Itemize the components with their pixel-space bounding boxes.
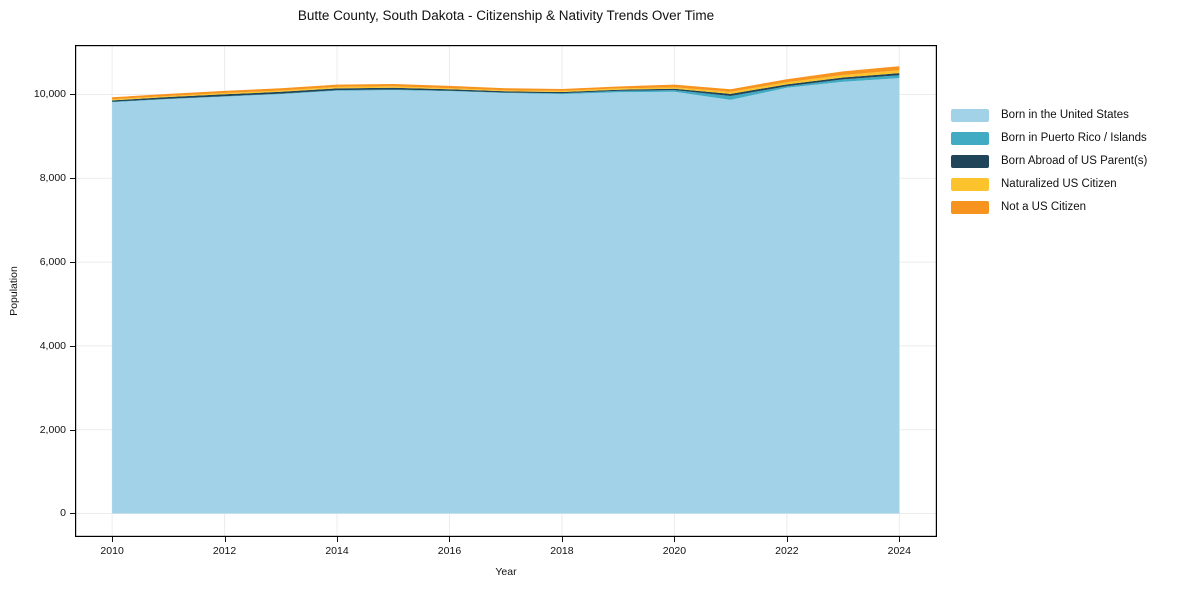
legend-label: Born Abroad of US Parent(s) bbox=[1001, 155, 1148, 167]
legend-swatch bbox=[951, 109, 989, 122]
plot-area bbox=[75, 45, 937, 537]
x-tick-mark bbox=[224, 537, 226, 542]
legend-item: Not a US Citizen bbox=[951, 201, 1147, 214]
legend-label: Born in the United States bbox=[1001, 109, 1129, 121]
chart-title: Butte County, South Dakota - Citizenship… bbox=[297, 8, 715, 23]
legend-label: Not a US Citizen bbox=[1001, 201, 1087, 213]
x-tick-mark bbox=[337, 537, 339, 542]
y-axis-label: Population bbox=[8, 266, 20, 316]
y-tick-label: 0 bbox=[60, 507, 66, 520]
plot-frame bbox=[75, 45, 937, 537]
x-tick-mark bbox=[112, 537, 114, 542]
x-tick-label: 2018 bbox=[550, 545, 574, 557]
y-tick-mark bbox=[70, 262, 75, 264]
legend-item: Born in the United States bbox=[951, 109, 1147, 122]
legend-item: Naturalized US Citizen bbox=[951, 178, 1147, 191]
x-tick-mark bbox=[786, 537, 788, 542]
legend: Born in the United States Born in Puerto … bbox=[951, 109, 1147, 224]
x-tick-label: 2012 bbox=[212, 545, 237, 557]
x-axis-label: Year bbox=[495, 566, 517, 578]
legend-swatch bbox=[951, 201, 989, 214]
x-tick-label: 2022 bbox=[775, 545, 799, 557]
legend-item: Born in Puerto Rico / Islands bbox=[951, 132, 1147, 145]
x-tick-label: 2016 bbox=[437, 545, 462, 557]
y-tick-mark bbox=[70, 345, 75, 347]
y-tick-mark bbox=[70, 513, 75, 515]
y-tick-mark bbox=[70, 429, 75, 431]
x-tick-label: 2010 bbox=[100, 545, 124, 557]
y-tick-label: 4,000 bbox=[39, 339, 66, 352]
x-tick-label: 2024 bbox=[887, 545, 911, 557]
x-tick-mark bbox=[449, 537, 451, 542]
y-tick-label: 8,000 bbox=[39, 172, 66, 185]
legend-swatch bbox=[951, 178, 989, 191]
x-tick-mark bbox=[674, 537, 676, 542]
legend-label: Born in Puerto Rico / Islands bbox=[1001, 132, 1147, 144]
y-tick-label: 10,000 bbox=[33, 88, 66, 101]
area-series bbox=[112, 78, 900, 514]
x-tick-label: 2014 bbox=[325, 545, 349, 557]
x-tick-mark bbox=[561, 537, 563, 542]
legend-swatch bbox=[951, 132, 989, 145]
x-tick-mark bbox=[899, 537, 901, 542]
y-tick-mark bbox=[70, 94, 75, 96]
area-series bbox=[112, 75, 900, 103]
y-tick-mark bbox=[70, 178, 75, 180]
legend-label: Naturalized US Citizen bbox=[1001, 178, 1117, 190]
y-tick-label: 2,000 bbox=[39, 423, 66, 436]
y-tick-label: 6,000 bbox=[39, 256, 66, 269]
x-tick-label: 2020 bbox=[662, 545, 687, 557]
legend-swatch bbox=[951, 155, 989, 168]
legend-item: Born Abroad of US Parent(s) bbox=[951, 155, 1147, 168]
